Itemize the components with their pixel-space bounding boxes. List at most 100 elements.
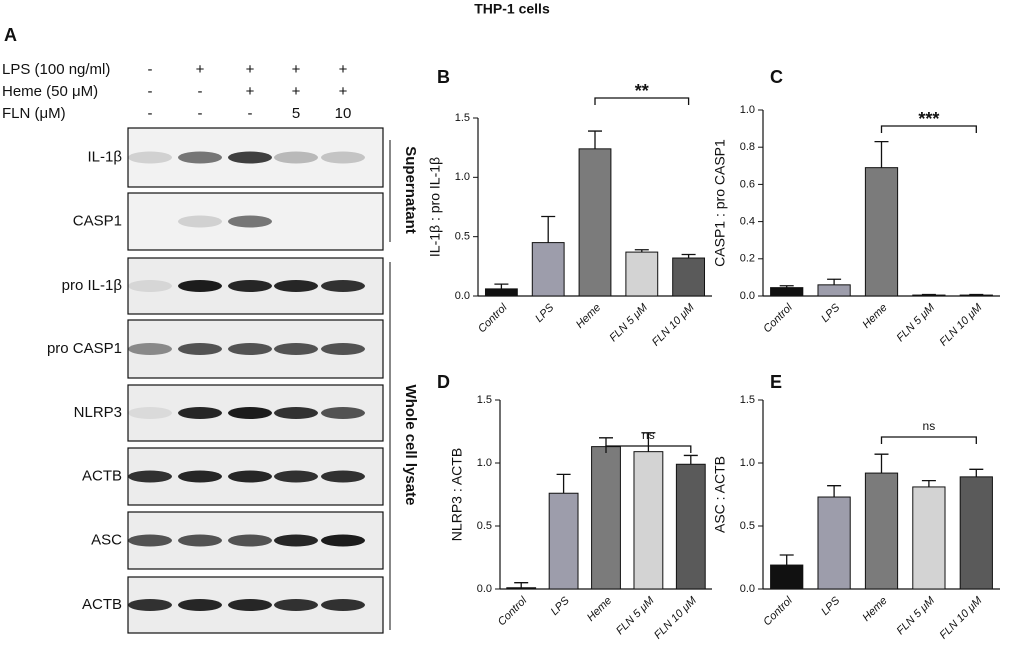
error-bar [494, 283, 509, 289]
band [128, 280, 172, 292]
condition-cell: 10 [335, 105, 352, 122]
error-bar [874, 140, 889, 168]
band [228, 343, 272, 355]
band [228, 407, 272, 419]
x-tick-label: Control [476, 301, 510, 335]
band [274, 151, 318, 164]
y-axis-label: ASC : ACTB [712, 456, 728, 533]
x-tick-label: FLN 5 μM [607, 301, 650, 344]
error-bar [641, 432, 656, 452]
band [321, 470, 365, 483]
x-tick-label: Heme [574, 302, 603, 331]
condition-label: FLN (μM) [2, 105, 66, 122]
band [178, 215, 222, 228]
row-label: pro CASP1 [47, 340, 122, 357]
band [128, 534, 172, 547]
bar [578, 148, 612, 297]
x-tick-label: LPS [819, 594, 843, 618]
x-tick-label: LPS [533, 301, 557, 325]
bar [912, 294, 946, 297]
row-label: ACTB [82, 467, 122, 484]
significance-label: ** [635, 81, 649, 101]
bar [591, 446, 621, 590]
band [178, 470, 222, 483]
band [128, 599, 172, 611]
condition-cell: - [248, 105, 253, 122]
panel-label: E [770, 372, 782, 392]
x-tick-label: LPS [819, 301, 843, 325]
significance-bracket [594, 97, 690, 105]
x-tick-label: FLN 10 μM [650, 301, 697, 348]
band [321, 343, 365, 355]
error-bar [921, 293, 936, 296]
x-tick-label: Control [761, 594, 795, 628]
significance-label: ns [642, 428, 655, 442]
band [274, 470, 318, 483]
y-tick-label: 1.5 [740, 394, 755, 406]
panel-label: A [4, 25, 17, 45]
condition-cell: - [198, 105, 203, 122]
error-bar [599, 437, 613, 447]
x-tick-label: Control [496, 594, 530, 628]
band [274, 599, 318, 611]
error-bar [827, 485, 842, 498]
y-tick-label: 0.0 [740, 583, 755, 595]
x-tick-label: Control [761, 301, 795, 335]
error-bar [969, 293, 984, 296]
x-tick-label: FLN 5 μM [614, 594, 657, 637]
band [274, 343, 318, 355]
error-bar [969, 468, 984, 477]
condition-label: Heme (50 μM) [2, 83, 98, 100]
significance-label: ns [923, 419, 936, 433]
bar [506, 587, 537, 590]
error-bar [681, 253, 696, 259]
x-tick-label: FLN 5 μM [895, 301, 938, 344]
condition-cell: + [339, 83, 348, 100]
y-tick-label: 1.0 [477, 457, 492, 469]
y-tick-label: 1.5 [455, 112, 470, 124]
y-axis-label: CASP1 : pro CASP1 [712, 139, 728, 267]
row-label: ACTB [82, 596, 122, 613]
x-tick-label: FLN 5 μM [895, 594, 938, 637]
band [178, 151, 222, 164]
y-tick-label: 0.2 [740, 253, 755, 265]
error-bar [541, 215, 556, 243]
band [321, 599, 365, 611]
condition-cell: + [339, 61, 348, 78]
band [321, 407, 365, 419]
x-tick-label: LPS [549, 594, 573, 618]
bar [531, 242, 565, 297]
y-tick-label: 0.0 [477, 583, 492, 595]
error-bar [514, 582, 529, 588]
group-label: Whole cell lysate [402, 385, 419, 506]
y-tick-label: 0.4 [740, 216, 755, 228]
band [321, 534, 365, 547]
condition-cell: - [148, 83, 153, 100]
x-tick-label: Heme [860, 595, 889, 624]
bar [864, 472, 899, 590]
band [128, 343, 172, 355]
band [321, 280, 365, 292]
condition-cell: + [292, 61, 301, 78]
band [228, 599, 272, 611]
bar [548, 492, 579, 590]
condition-cell: + [292, 83, 301, 100]
row-label: IL-1β [88, 148, 123, 165]
x-tick-label: Heme [860, 302, 889, 331]
row-label: pro IL-1β [62, 277, 123, 294]
y-tick-label: 1.0 [740, 457, 755, 469]
condition-cell: + [246, 61, 255, 78]
y-tick-label: 1.0 [455, 171, 470, 183]
group-label: Supernatant [402, 146, 419, 234]
band [228, 215, 272, 228]
y-tick-label: 0.5 [455, 231, 470, 243]
bar [633, 451, 664, 590]
row-label: NLRP3 [74, 404, 122, 421]
significance-bracket [880, 125, 977, 133]
x-tick-label: FLN 10 μM [652, 594, 699, 641]
error-bar [779, 554, 794, 566]
band [128, 151, 172, 164]
band [228, 151, 272, 164]
